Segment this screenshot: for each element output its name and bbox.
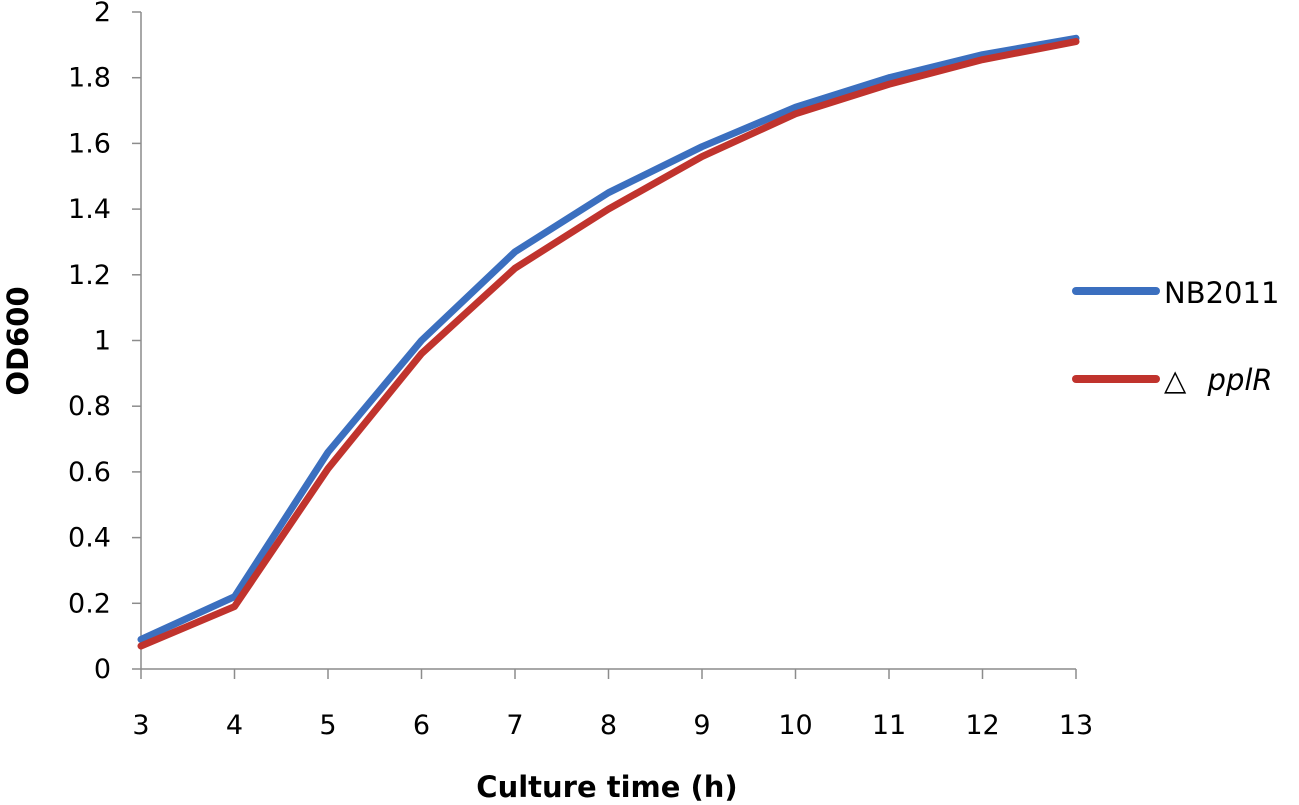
x-tick-label: 3 [132,710,149,741]
x-tick-label: 5 [319,710,336,741]
series-layer [137,34,1080,650]
y-tick-label: 0.2 [68,588,111,619]
x-tick-label: 4 [226,710,243,741]
series-line-0 [137,34,1080,643]
y-tick-label: 0.6 [68,457,111,488]
x-tick-label: 6 [413,710,430,741]
y-tick-label: 1.8 [68,63,111,94]
legend-label-pplr-text: pplR [1207,363,1273,397]
x-tick-label: 13 [1059,710,1093,741]
y-tick-label: 0.4 [68,523,111,554]
y-tick-label: 1.4 [68,194,111,225]
x-tick-label: 12 [965,710,999,741]
y-tick-label: 0.8 [68,391,111,422]
legend-label-nb2011: NB2011 [1164,276,1279,310]
x-tick-label: 11 [872,710,906,741]
x-axis: 3 4 5 6 7 8 9 10 11 12 13 [132,668,1093,741]
x-tick-label: 8 [600,710,617,741]
x-axis-title: Culture time (h) [476,770,737,804]
y-tick-label: 1.2 [68,260,111,291]
y-tick-label: 1 [94,326,111,357]
y-axis: 0 0.2 0.4 0.6 0.8 1 1.2 1.4 1.6 1.8 2 [68,0,142,685]
x-tick-label: 7 [506,710,523,741]
series-line-1 [137,38,1080,650]
y-tick-label: 0 [94,654,111,685]
x-tick-label: 9 [693,710,710,741]
y-axis-title: OD600 [1,286,35,395]
y-tick-label: 2 [94,0,111,28]
legend: NB2011 △ pplR [1072,276,1279,397]
delta-symbol: △ [1164,363,1187,397]
x-tick-label: 10 [778,710,812,741]
legend-label-pplr: △ pplR [1164,363,1273,397]
y-tick-label: 1.6 [68,128,111,159]
